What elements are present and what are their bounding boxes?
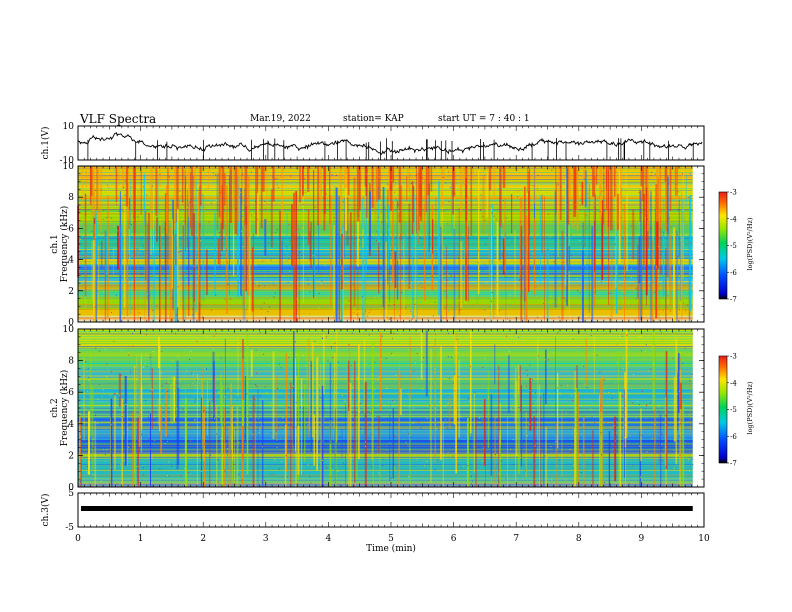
y-tick-label: 0 <box>68 318 74 328</box>
colorbar-label: log(PSD)(V²/Hz) <box>746 381 754 434</box>
y-axis-label-frequency: Frequency (kHz) <box>59 370 70 447</box>
colorbar-tick-label: -4 <box>730 379 737 387</box>
spectrogram-ch1 <box>77 166 693 323</box>
chart-title: VLF Spectra <box>80 112 157 126</box>
ch1-waveform <box>77 131 703 156</box>
colorbar-label: log(PSD)(V²/Hz) <box>746 217 754 270</box>
x-tick-label: 3 <box>263 534 269 544</box>
y-tick-label: 4 <box>68 420 74 430</box>
y-tick-label: 8 <box>68 357 74 367</box>
x-tick-label: 10 <box>698 534 710 544</box>
y-tick-label: 10 <box>63 162 75 172</box>
colorbar-tick-label: -4 <box>730 215 737 223</box>
y-tick-label: 2 <box>68 451 74 461</box>
y-tick-label: 5 <box>68 489 74 499</box>
date-label: Mar.19, 2022 <box>250 114 311 124</box>
colorbar-tick-label: -7 <box>730 296 737 304</box>
y-tick-label: 6 <box>68 388 74 398</box>
y-axis-label-channel: ch.1 <box>50 234 60 253</box>
colorbar-tick-label: -5 <box>730 406 737 414</box>
y-axis-label-voltage: ch.3(V) <box>40 494 51 527</box>
y-tick-label: -10 <box>60 156 75 166</box>
y-tick-label: 10 <box>63 325 75 335</box>
colorbar-tick-label: -6 <box>730 269 737 277</box>
x-tick-label: 1 <box>138 534 144 544</box>
y-tick-label: -5 <box>65 523 74 533</box>
station-label: station= KAP <box>343 114 404 124</box>
colorbar-tick-label: -3 <box>730 353 737 361</box>
y-axis-label-frequency: Frequency (kHz) <box>59 206 70 283</box>
x-tick-label: 9 <box>639 534 645 544</box>
x-tick-label: 0 <box>75 534 81 544</box>
y-tick-label: 0 <box>68 483 74 493</box>
colorbar-tick-label: -3 <box>730 189 737 197</box>
colorbar-tick-label: -6 <box>730 433 737 441</box>
y-tick-label: 4 <box>68 256 74 266</box>
x-tick-label: 8 <box>576 534 582 544</box>
y-axis-label-voltage: ch.1(V) <box>40 127 51 160</box>
y-tick-label: 6 <box>68 224 74 234</box>
x-axis-label: Time (min) <box>366 543 416 554</box>
x-tick-label: 5 <box>388 534 394 544</box>
colorbar <box>718 355 728 464</box>
x-tick-label: 6 <box>451 534 457 544</box>
y-axis-label-channel: ch.2 <box>50 398 60 417</box>
y-tick-label: 2 <box>68 287 74 297</box>
x-tick-label: 7 <box>513 534 519 544</box>
x-tick-label: 2 <box>200 534 206 544</box>
colorbar <box>718 191 728 300</box>
colorbar-tick-label: -7 <box>730 460 737 468</box>
x-tick-label: 4 <box>326 534 332 544</box>
panel-frame <box>77 125 705 161</box>
y-tick-label: 10 <box>63 122 75 132</box>
start-time-label: start UT = 7 : 40 : 1 <box>438 114 530 124</box>
spectrogram-ch2 <box>78 329 694 488</box>
ch3-trace <box>81 506 693 511</box>
y-tick-label: 8 <box>68 193 74 203</box>
colorbar-tick-label: -5 <box>730 242 737 250</box>
